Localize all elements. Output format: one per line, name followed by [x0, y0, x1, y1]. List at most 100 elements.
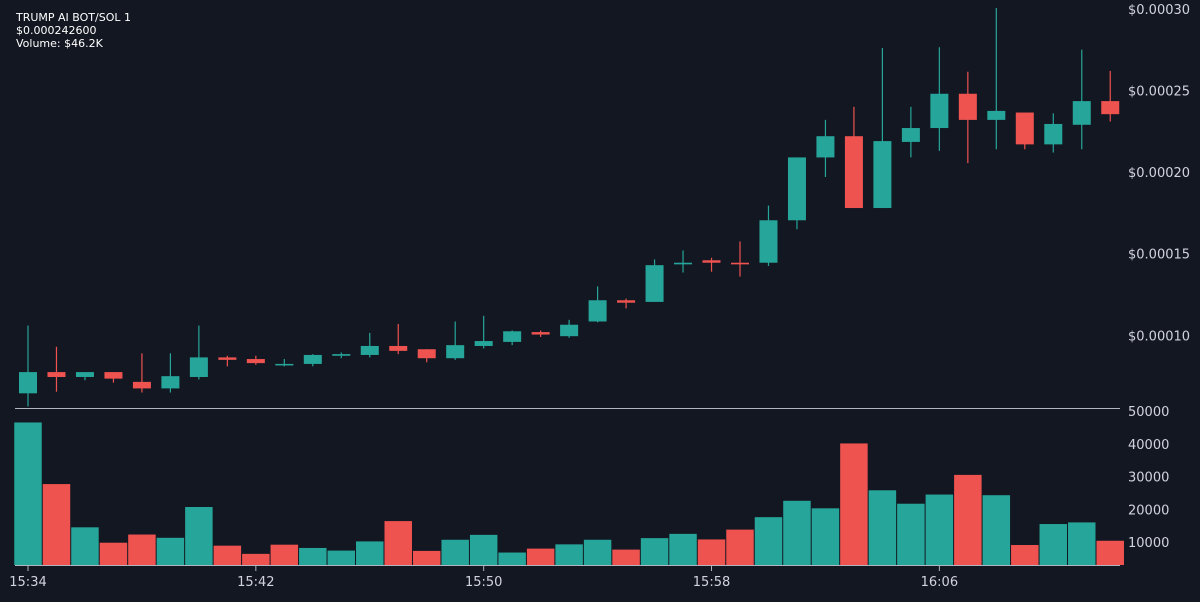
volume-bar — [583, 539, 612, 565]
volume-tick-label: 10000 — [1128, 536, 1169, 551]
volume-bar — [242, 553, 270, 565]
volume-bar — [42, 484, 71, 565]
volume-bar — [498, 552, 526, 565]
volume-bar — [356, 541, 384, 565]
volume-bar — [384, 521, 412, 565]
candle-body-up — [1044, 123, 1063, 145]
price-candles-layer — [19, 8, 1120, 407]
volume-bar — [469, 534, 498, 565]
candle-body-up — [19, 372, 37, 394]
candle-body-up — [189, 357, 208, 377]
candle-body-up — [474, 341, 493, 346]
candle-body-up — [446, 345, 465, 359]
candle-body-down — [731, 262, 749, 265]
volume-bar — [441, 539, 469, 565]
volume-bar — [669, 533, 697, 565]
candle-body-down — [389, 345, 408, 351]
volume-tick-label: 40000 — [1128, 438, 1169, 453]
candle-body-up — [332, 354, 351, 356]
volume-bar — [726, 529, 754, 565]
volume-bar — [612, 549, 640, 565]
candle-body-down — [702, 260, 721, 263]
time-tick-label: 15:42 — [237, 575, 274, 590]
volume-bar — [868, 490, 897, 565]
candle-body-down — [958, 93, 977, 120]
candle-body-down — [844, 136, 863, 209]
volume-bar — [754, 517, 783, 565]
candle-body-up — [930, 93, 949, 129]
time-tick-label: 16:06 — [921, 575, 958, 590]
volume-bar — [270, 544, 299, 565]
candle-body-up — [987, 110, 1006, 120]
candle-body-up — [759, 220, 778, 263]
price-axis: $0.00010 $0.00015 $0.00020 $0.00025 $0.00030 — [1128, 3, 1190, 344]
current-price: $0.000242600 — [16, 24, 97, 37]
candle-body-up — [360, 345, 379, 355]
volume-bar — [783, 500, 811, 565]
candle-body-up — [645, 265, 664, 302]
candle-body-down — [1015, 112, 1034, 145]
volume-bar — [526, 548, 555, 565]
candle-body-down — [47, 372, 66, 377]
time-axis: 15:34 15:42 15:50 15:58 16:06 — [9, 566, 958, 590]
price-tick-label: $0.00015 — [1128, 248, 1190, 263]
volume-bar — [185, 507, 213, 565]
candle-body-up — [787, 157, 806, 221]
candle-body-down — [417, 349, 436, 359]
candle-body-down — [1101, 101, 1120, 115]
volume-bar — [156, 537, 185, 565]
volume-bar — [811, 508, 840, 565]
volume-bar — [1096, 540, 1124, 565]
volume-bar — [1011, 545, 1039, 565]
candle-body-up — [901, 128, 920, 142]
price-tick-label: $0.00010 — [1128, 329, 1190, 344]
volume-bar — [982, 495, 1011, 565]
volume-bar — [840, 443, 868, 565]
volume-bar — [99, 542, 128, 565]
candle-body-up — [816, 136, 835, 158]
volume-bar — [640, 538, 669, 565]
volume-bar — [327, 550, 356, 565]
volume-bar — [213, 545, 242, 565]
volume-bar — [128, 534, 156, 565]
volume-bar — [555, 544, 583, 565]
time-tick-label: 15:58 — [693, 575, 730, 590]
candle-body-up — [275, 363, 294, 366]
volume-bar — [925, 494, 954, 565]
volume-bars-layer — [14, 422, 1124, 565]
volume-bar — [697, 539, 726, 565]
candle-body-up — [303, 354, 322, 364]
pair-info: TRUMP AI BOT/SOL 1 $0.000242600 Volume: … — [16, 11, 131, 50]
price-tick-label: $0.00025 — [1128, 84, 1190, 99]
volume-bar — [897, 503, 925, 565]
candle-body-up — [588, 300, 607, 322]
candle-body-down — [531, 332, 550, 335]
volume-bar — [412, 550, 441, 565]
candle-body-up — [75, 372, 94, 377]
volume-bar — [71, 527, 99, 565]
candle-body-down — [104, 372, 123, 379]
volume-bar — [1068, 522, 1096, 565]
candle-body-up — [1072, 101, 1091, 125]
time-tick-label: 15:50 — [465, 575, 502, 590]
candle-body-down — [617, 300, 636, 303]
candle-body-up — [161, 376, 180, 389]
pair-title: TRUMP AI BOT/SOL 1 — [16, 11, 132, 24]
volume-bar — [954, 474, 982, 565]
time-tick-label: 15:34 — [9, 575, 46, 590]
candle-body-down — [218, 357, 237, 360]
candle-body-down — [132, 381, 151, 389]
candle-body-up — [503, 331, 522, 342]
candle-body-down — [246, 359, 265, 364]
price-tick-label: $0.00020 — [1128, 166, 1190, 181]
volume-bar — [14, 422, 42, 565]
price-tick-label: $0.00030 — [1128, 3, 1190, 18]
candle-body-up — [674, 262, 693, 265]
volume-bar — [1039, 524, 1068, 565]
volume-tick-label: 50000 — [1128, 405, 1169, 420]
volume-axis: 10000 20000 30000 40000 50000 — [1128, 405, 1169, 551]
candle-body-up — [560, 324, 579, 337]
volume-tick-label: 30000 — [1128, 471, 1169, 486]
